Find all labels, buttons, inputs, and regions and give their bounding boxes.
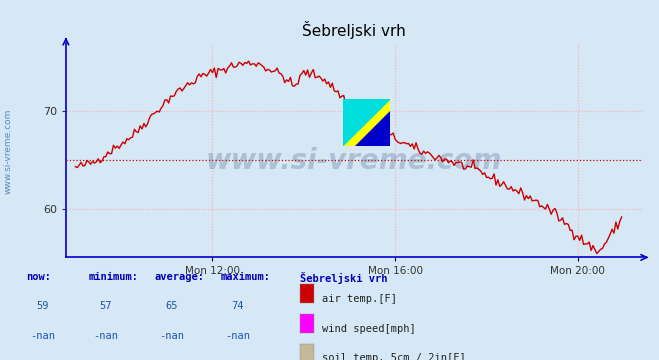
Polygon shape: [355, 111, 390, 146]
Text: 74: 74: [231, 301, 243, 311]
Text: wind speed[mph]: wind speed[mph]: [322, 324, 416, 334]
Text: soil temp. 5cm / 2in[F]: soil temp. 5cm / 2in[F]: [322, 354, 466, 360]
Text: www.si-vreme.com: www.si-vreme.com: [206, 147, 502, 175]
Text: maximum:: maximum:: [221, 272, 271, 282]
Text: 59: 59: [37, 301, 49, 311]
Text: -nan: -nan: [30, 331, 55, 341]
Polygon shape: [343, 99, 390, 146]
Text: -nan: -nan: [93, 331, 118, 341]
Text: -nan: -nan: [159, 331, 184, 341]
Title: Šebreljski vrh: Šebreljski vrh: [302, 21, 406, 39]
Text: 57: 57: [100, 301, 111, 311]
Text: -nan: -nan: [225, 331, 250, 341]
Text: average:: average:: [155, 272, 205, 282]
Polygon shape: [343, 99, 390, 146]
Text: www.si-vreme.com: www.si-vreme.com: [3, 108, 13, 194]
Text: 65: 65: [165, 301, 177, 311]
Text: now:: now:: [26, 272, 51, 282]
Text: air temp.[F]: air temp.[F]: [322, 294, 397, 305]
Text: minimum:: minimum:: [89, 272, 139, 282]
Text: Šebreljski vrh: Šebreljski vrh: [300, 272, 387, 284]
